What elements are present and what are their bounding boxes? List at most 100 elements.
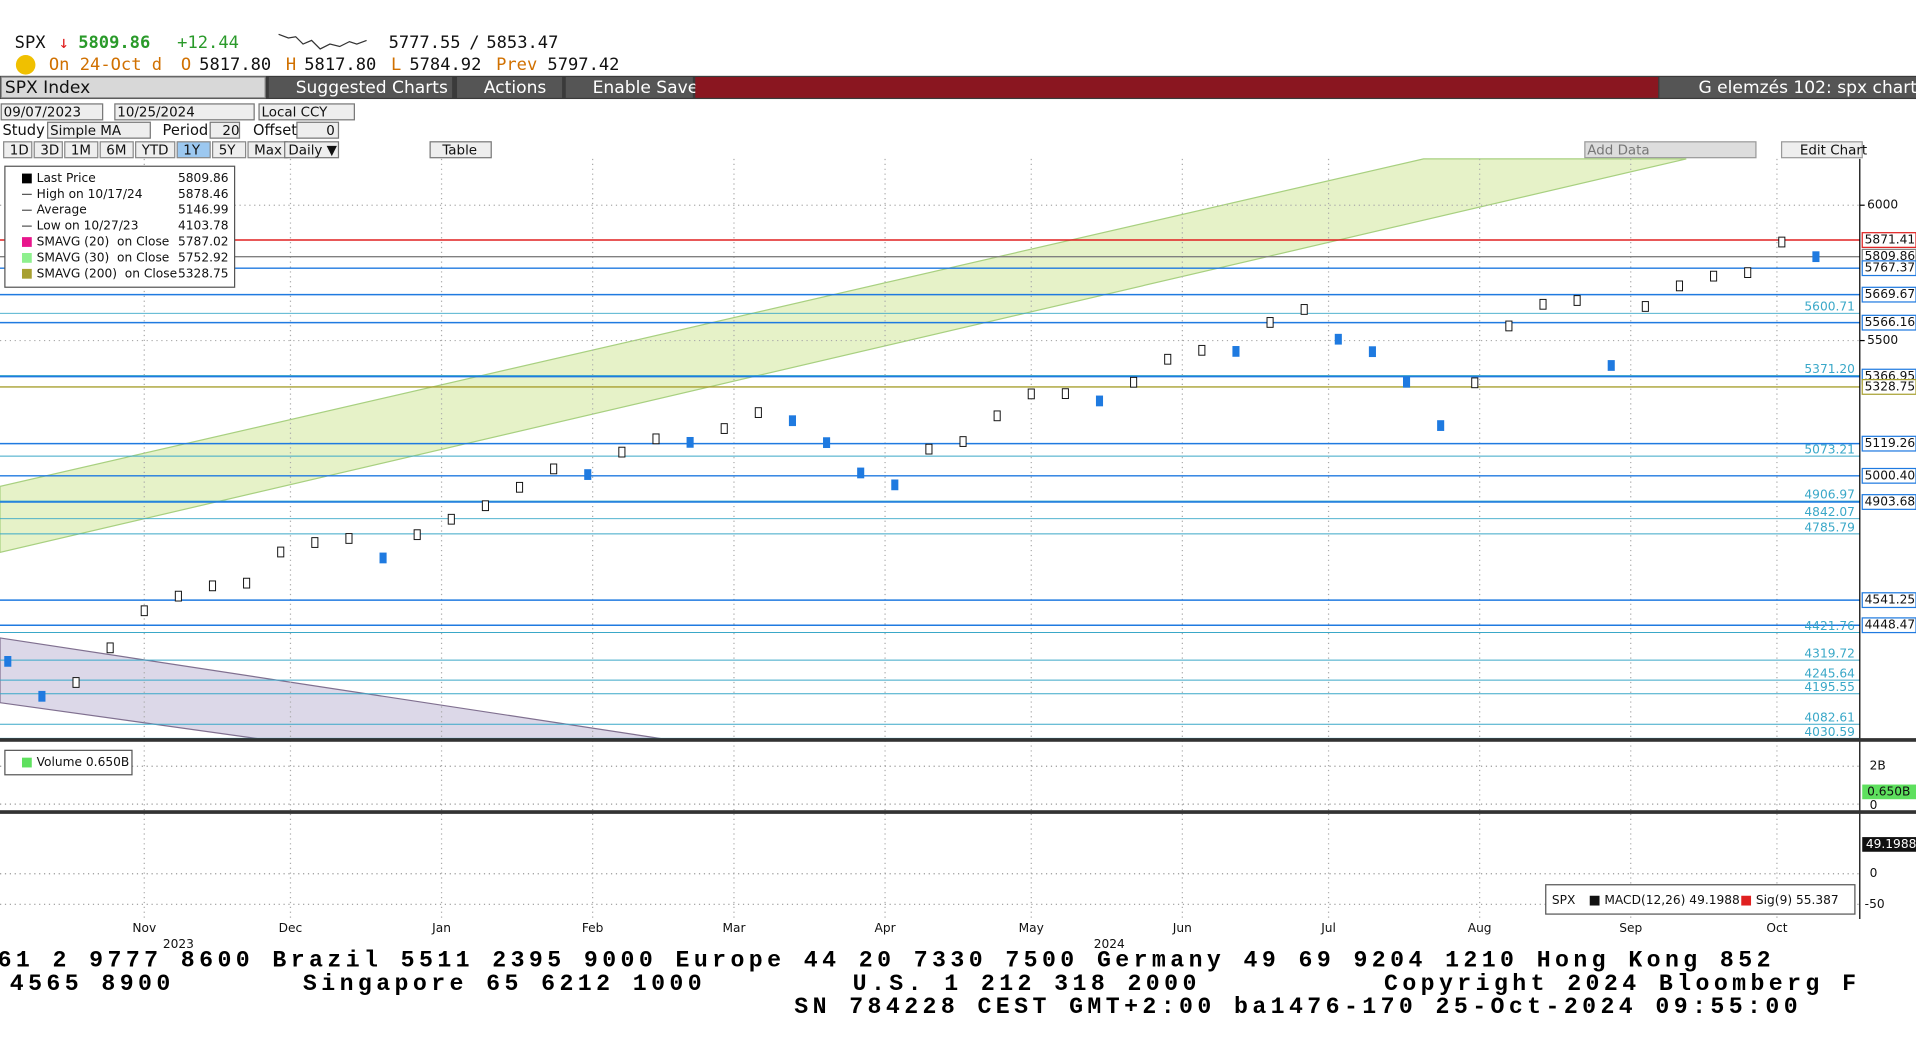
price-panel (0, 158, 1860, 919)
actions-button[interactable] (457, 77, 563, 98)
level-label: 4245.64 (1804, 667, 1855, 681)
last-price: 5809.86 (78, 33, 150, 53)
period-box[interactable] (209, 121, 241, 139)
alert-icon[interactable] (15, 55, 36, 75)
legend-label: SMAVG (200) on Close (37, 266, 177, 280)
level-value: 5669.67 (1865, 287, 1915, 301)
range-button[interactable] (64, 141, 99, 159)
footer-line: 61 2 9777 8600 Brazil 5511 2395 9000 Eur… (0, 948, 1775, 974)
panel-divider (0, 810, 1916, 814)
security[interactable]: SPX Index (5, 78, 90, 98)
range-label[interactable]: 6M (106, 143, 126, 158)
save-button[interactable] (565, 77, 693, 98)
study[interactable]: Simple MA (50, 124, 122, 139)
table[interactable]: Table (441, 143, 477, 158)
range-button[interactable] (212, 141, 247, 159)
open: 5817.80 (199, 55, 271, 75)
candle (891, 479, 899, 491)
candle (1539, 298, 1547, 310)
frequency-box[interactable] (284, 141, 340, 159)
footer-line: SN 784228 CEST GMT+2:00 ba1476-170 25-Oc… (794, 994, 1802, 1020)
table-button[interactable] (429, 141, 492, 159)
x-tick-label: Sep (1619, 921, 1642, 935)
end-date-box[interactable] (114, 103, 255, 121)
x-tick-label: Dec (279, 921, 303, 935)
level-value: 5871.41 (1865, 233, 1915, 247)
candle (515, 481, 524, 493)
currency-box[interactable] (258, 103, 355, 121)
level-box (1861, 617, 1916, 634)
candle (447, 513, 455, 525)
candle (379, 552, 387, 564)
range-label[interactable]: 1Y (183, 143, 201, 158)
level-box (1861, 592, 1916, 609)
legend-value: 5146.99 (178, 203, 228, 217)
legend-value: 5787.02 (178, 235, 228, 249)
level-value: 5566.16 (1865, 315, 1915, 329)
x-tick-label: Oct (1766, 921, 1787, 935)
suggested[interactable]: Suggested Charts (296, 78, 448, 98)
offset-label: Offset (253, 122, 297, 139)
offset[interactable]: 0 (326, 124, 335, 139)
candle (1675, 280, 1684, 292)
range-label[interactable]: Max (254, 143, 282, 158)
chart-name-box (1659, 77, 1916, 98)
candle (1607, 360, 1615, 371)
candle (140, 605, 148, 617)
candle (208, 580, 217, 592)
trend-channel (0, 158, 1687, 554)
candle (1812, 251, 1820, 263)
title-bar (695, 77, 1659, 98)
range-sep: / (469, 33, 479, 53)
level-box (1861, 286, 1916, 303)
range-label[interactable]: 1D (10, 143, 29, 158)
range-label[interactable]: 5Y (219, 143, 237, 158)
study-label: Study (2, 122, 45, 139)
offset-box[interactable] (296, 121, 340, 139)
volume-last: 0.650B (1867, 784, 1910, 798)
candle (686, 436, 694, 448)
save[interactable]: Enable Save (593, 78, 699, 98)
add-data[interactable]: Add Data (1587, 143, 1649, 158)
x-tick-label: May (1019, 921, 1044, 935)
range-button[interactable] (99, 141, 134, 159)
edit-button[interactable] (1780, 141, 1863, 159)
range-button[interactable] (33, 141, 63, 159)
level-label: 4030.59 (1804, 725, 1854, 739)
start-date-box[interactable] (0, 103, 104, 121)
level-label: 4082.61 (1804, 711, 1854, 725)
date-label: On 24-Oct d (49, 55, 162, 75)
candle (311, 537, 319, 548)
candle (1778, 236, 1786, 248)
macd-tick: 0 (1870, 866, 1878, 880)
legend-label: Average (37, 203, 87, 217)
end-date[interactable]: 10/25/2024 (117, 105, 194, 120)
low-label: L (391, 55, 401, 75)
candle (1471, 377, 1479, 389)
period[interactable]: 20 (222, 124, 239, 139)
legend-box (4, 165, 236, 288)
currency[interactable]: Local CCY (261, 105, 328, 120)
edit[interactable]: Edit Chart (1800, 143, 1867, 158)
level-label: 4842.07 (1804, 505, 1854, 519)
actions[interactable]: Actions (484, 78, 547, 98)
range-label[interactable]: YTD (141, 143, 169, 158)
frequency[interactable]: Daily ▼ (288, 143, 337, 158)
level-label: 4785.79 (1804, 520, 1854, 534)
candle (106, 642, 114, 654)
candle (1710, 270, 1718, 282)
range-button[interactable] (3, 141, 33, 159)
security-box[interactable] (0, 76, 266, 99)
volume-swatch (21, 757, 32, 768)
level-label: 5600.71 (1804, 300, 1854, 314)
range-button[interactable] (135, 141, 176, 159)
level-value: 5000.40 (1865, 468, 1915, 482)
range-label[interactable]: 3D (40, 143, 59, 158)
add-data-box[interactable] (1584, 141, 1757, 159)
suggested-button[interactable] (268, 77, 453, 98)
candle (1095, 395, 1104, 407)
range-button[interactable] (176, 141, 211, 159)
study-box[interactable] (47, 121, 151, 139)
start-date[interactable]: 09/07/2023 (4, 105, 81, 120)
range-label[interactable]: 1M (71, 143, 91, 158)
